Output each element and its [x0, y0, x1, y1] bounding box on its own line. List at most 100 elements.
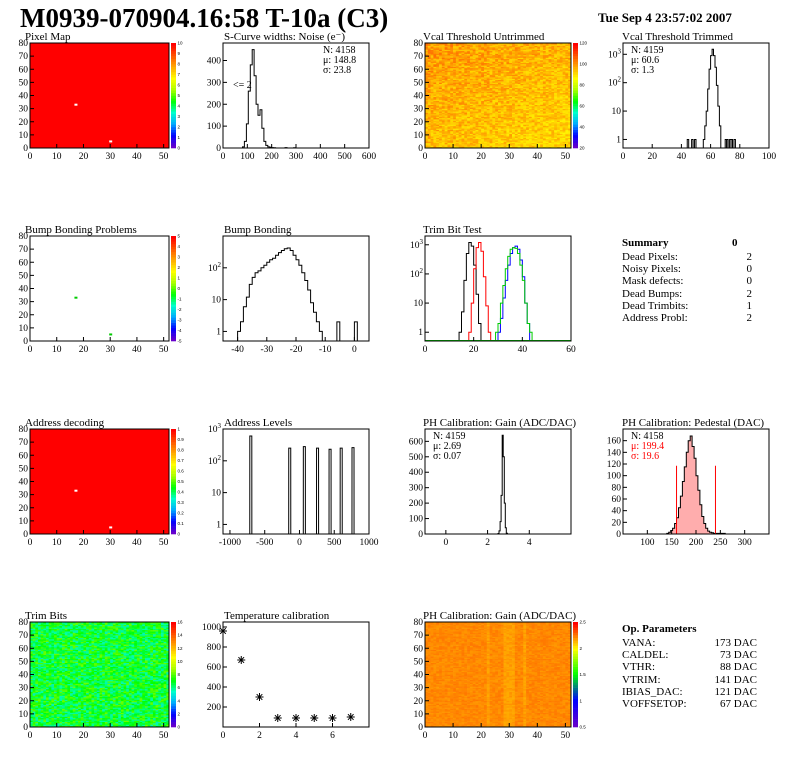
- heatmap-cell: [433, 130, 437, 133]
- heatmap-cell: [458, 54, 462, 57]
- heatmap-cell: [512, 107, 516, 109]
- heatmap-cell: [548, 98, 552, 100]
- heatmap-cell: [503, 120, 507, 123]
- heatmap-cell: [469, 44, 474, 46]
- heatmap-cell: [455, 115, 459, 117]
- x-tick-label: 60: [706, 152, 716, 162]
- heatmap-cell: [500, 124, 504, 126]
- heatmap-cell: [447, 64, 451, 66]
- heatmap-cell: [447, 67, 451, 70]
- heatmap-cell: [531, 71, 535, 74]
- heatmap-cell: [489, 121, 493, 124]
- y-tick-label: 20: [414, 118, 424, 128]
- color-scale-band: [573, 92, 578, 96]
- heatmap-cell: [430, 125, 434, 128]
- heatmap-cell: [486, 104, 490, 107]
- panel-title-ph-pedestal: PH Calibration: Pedestal (DAC): [622, 417, 765, 429]
- heatmap-cell: [436, 67, 440, 70]
- heatmap-cell: [427, 43, 431, 45]
- color-scale-band: [171, 246, 176, 250]
- heatmap-cell: [439, 52, 443, 54]
- heatmap-cell: [453, 141, 457, 144]
- heatmap-cell: [464, 74, 468, 77]
- heatmap-cell: [537, 137, 541, 140]
- heatmap-cell: [534, 87, 538, 90]
- heatmap-cell: [498, 65, 502, 67]
- heatmap-cell: [467, 78, 471, 81]
- heatmap-cell: [35, 644, 39, 646]
- heatmap-cell: [467, 129, 471, 132]
- heatmap-cell: [545, 44, 549, 46]
- heatmap-cell: [568, 95, 572, 98]
- heatmap-cell: [450, 115, 454, 117]
- heatmap-cell: [489, 133, 493, 136]
- heatmap-cell: [495, 62, 499, 65]
- heatmap-cell: [444, 61, 448, 63]
- heatmap-cell: [475, 43, 479, 45]
- heatmap-cell: [534, 136, 538, 138]
- heatmap-cell: [441, 94, 445, 96]
- heatmap-cell: [528, 92, 532, 95]
- heatmap-cell: [554, 86, 558, 88]
- heatmap-cell: [489, 83, 493, 86]
- heatmap-cell: [562, 120, 566, 123]
- heatmap-cell: [433, 115, 437, 117]
- heatmap-cell: [559, 133, 563, 136]
- heatmap-cell: [531, 102, 535, 104]
- heatmap-cell: [506, 94, 510, 96]
- heatmap-cell: [464, 77, 468, 79]
- heatmap-cell: [534, 116, 538, 119]
- heatmap-cell: [554, 121, 558, 124]
- heatmap-cell: [531, 142, 535, 145]
- heatmap-cell: [455, 140, 459, 142]
- heatmap-cell: [498, 108, 502, 111]
- heatmap-cell: [32, 674, 36, 677]
- heatmap-cell: [542, 111, 547, 113]
- heatmap-cell: [517, 90, 521, 92]
- heatmap-cell: [554, 78, 558, 81]
- heatmap-cell: [427, 88, 431, 91]
- heatmap-cell: [542, 140, 547, 142]
- heatmap-cell: [453, 75, 457, 78]
- heatmap-cell: [475, 77, 479, 79]
- heatmap-cell: [430, 109, 434, 112]
- heatmap-cell: [35, 673, 39, 675]
- heatmap-cell: [548, 91, 552, 94]
- heatmap-cell: [427, 53, 431, 56]
- heatmap-cell: [517, 87, 521, 90]
- heatmap-cell: [441, 113, 445, 116]
- heatmap-cell: [430, 92, 434, 95]
- heatmap-cell: [439, 71, 443, 74]
- heatmap-cell: [35, 702, 39, 704]
- heatmap-cell: [489, 85, 493, 87]
- heatmap-cell: [447, 99, 451, 102]
- heatmap-cell: [568, 94, 572, 96]
- heatmap-cell: [453, 48, 457, 50]
- heatmap-cell: [433, 123, 437, 125]
- heatmap-cell: [520, 99, 524, 102]
- heatmap-cell: [523, 65, 527, 67]
- heatmap-cell: [500, 140, 504, 142]
- color-scale-band: [171, 257, 176, 260]
- heatmap-cell: [444, 49, 448, 52]
- heatmap-cell: [467, 120, 471, 123]
- heatmap-cell: [38, 712, 41, 715]
- heatmap-cell: [486, 82, 490, 84]
- heatmap-cell: [464, 61, 468, 63]
- heatmap-cell: [531, 132, 535, 134]
- heatmap-cell: [540, 142, 544, 145]
- heatmap-cell: [30, 660, 33, 662]
- heatmap-cell: [425, 144, 429, 146]
- heatmap-cell: [441, 46, 445, 49]
- heatmap-cell: [526, 86, 530, 88]
- heatmap-cell: [35, 712, 39, 715]
- heatmap-cell: [455, 46, 459, 49]
- heatmap-cell: [500, 79, 504, 82]
- heatmap-cell: [455, 62, 459, 65]
- color-scale-band: [171, 50, 176, 54]
- heatmap-cell: [498, 66, 502, 69]
- heatmap-cell: [483, 136, 488, 138]
- heatmap-cell: [562, 54, 566, 57]
- heatmap-cell: [523, 96, 527, 99]
- histogram-bin: [730, 138, 733, 148]
